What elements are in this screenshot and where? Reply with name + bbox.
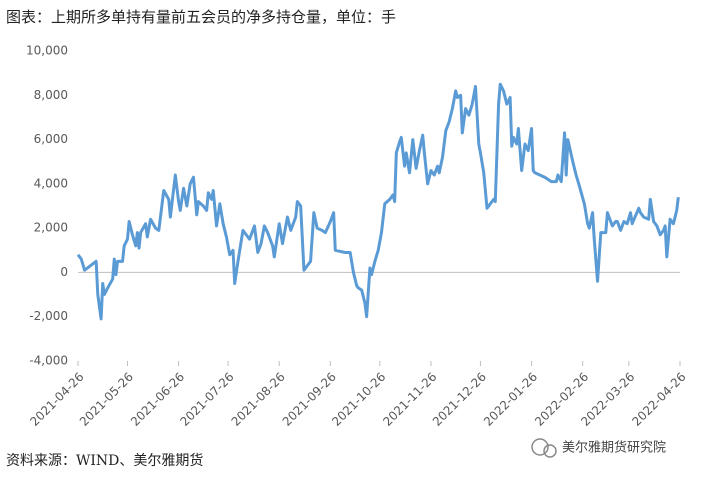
y-tick-label: 4,000 bbox=[34, 176, 68, 190]
watermark-icon bbox=[531, 438, 557, 458]
data-line bbox=[76, 82, 680, 321]
watermark: 美尔雅期货研究院 bbox=[562, 440, 666, 456]
x-tick-label: 2021-05-26 bbox=[77, 370, 136, 429]
y-tick-label: -2,000 bbox=[29, 309, 68, 323]
y-tick-label: 10,000 bbox=[26, 44, 68, 58]
source-note: 资料来源：WIND、美尔雅期货 bbox=[6, 452, 203, 469]
y-tick-label: 2,000 bbox=[34, 221, 68, 235]
x-tick-label: 2021-12-26 bbox=[430, 370, 489, 429]
y-tick-label: -4,000 bbox=[29, 354, 68, 368]
x-tick-label: 2021-10-26 bbox=[329, 370, 388, 429]
y-tick-label: 0 bbox=[60, 265, 68, 279]
chart-title: 图表：上期所多单持有量前五会员的净多持仓量，单位：手 bbox=[6, 8, 396, 26]
y-tick-label: 6,000 bbox=[34, 132, 68, 146]
y-tick-label: 8,000 bbox=[34, 88, 68, 102]
x-tick-label: 2022-01-26 bbox=[481, 370, 540, 429]
x-tick-label: 2021-07-26 bbox=[177, 370, 236, 429]
x-tick-label: 2021-08-26 bbox=[229, 370, 288, 429]
x-tick-label: 2022-04-26 bbox=[629, 370, 688, 429]
